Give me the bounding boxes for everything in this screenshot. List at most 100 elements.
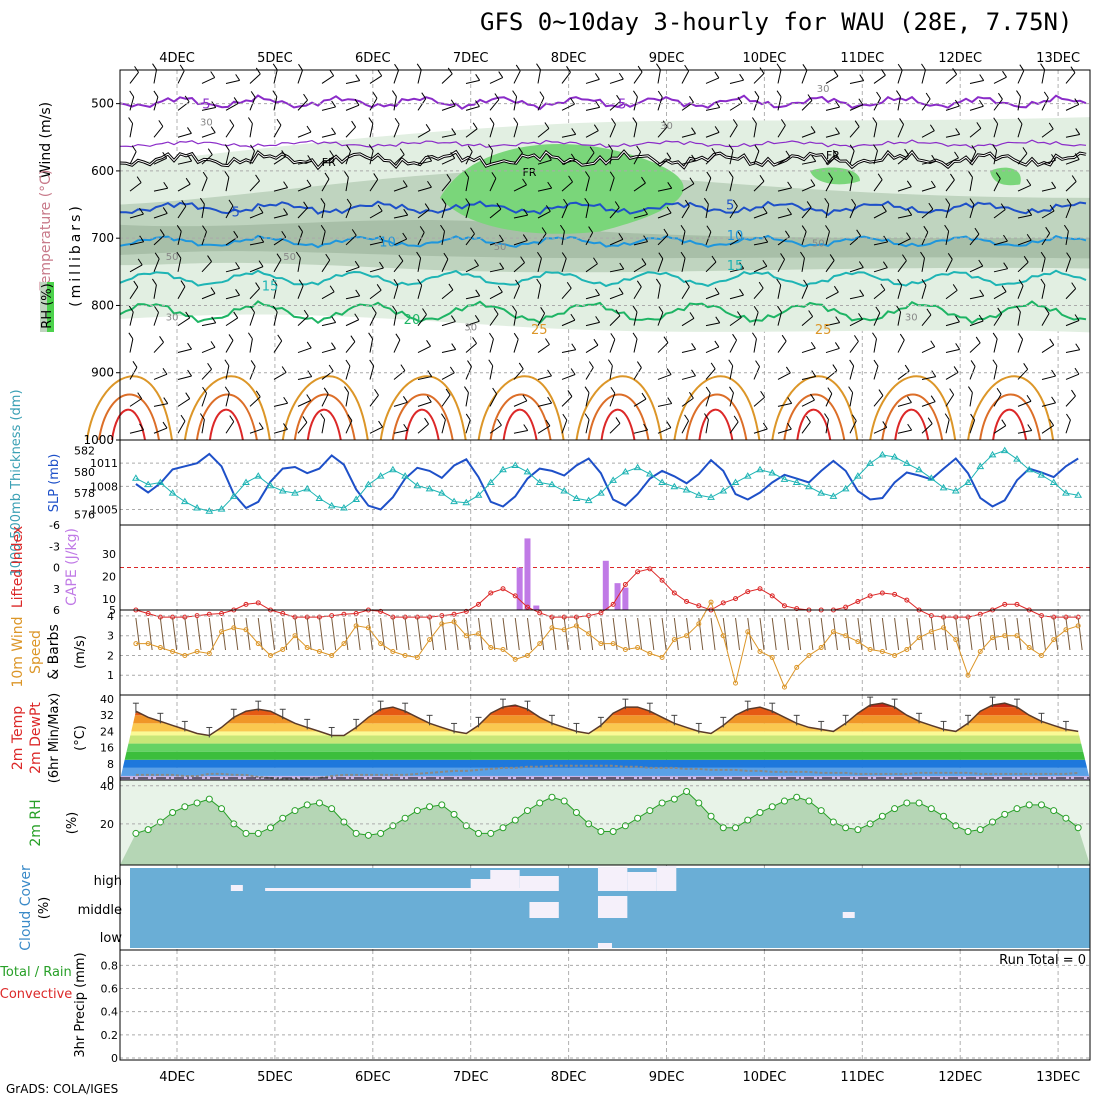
wind-barb-flag — [523, 208, 529, 216]
wind-barb — [345, 392, 349, 407]
wind-barb-flag — [235, 262, 240, 269]
wind-barb-flag — [974, 227, 980, 235]
rh-point — [940, 812, 948, 820]
wind-barb — [1065, 320, 1080, 327]
wind-barb-flag — [897, 278, 903, 286]
wind-barb — [777, 156, 791, 165]
wind-barb — [369, 123, 374, 138]
thickness-point — [597, 489, 605, 496]
surface-wind-barb — [1065, 617, 1071, 651]
wind-barb — [393, 238, 407, 246]
rh-point — [695, 799, 703, 807]
thickness-tick-label: 582 — [74, 445, 95, 458]
axis-label-barbs: & Barbs — [46, 624, 62, 680]
wind-barb-flag — [949, 388, 955, 395]
contour-label: 15 — [262, 279, 279, 294]
wind-barb — [897, 402, 912, 407]
wind-speed-point — [500, 647, 506, 653]
wind-speed-point — [341, 641, 347, 647]
wind-barb-flag — [570, 313, 576, 321]
wind-barb — [897, 154, 909, 165]
wind-barb-flag — [426, 395, 432, 403]
wind-barb — [513, 70, 521, 84]
wind-barb — [585, 152, 595, 165]
rh-band-70 — [120, 219, 1090, 259]
rh-point — [1037, 801, 1045, 809]
wind-barb — [849, 420, 857, 434]
wind-barb — [489, 268, 504, 273]
wind-speed-point — [720, 633, 726, 639]
thickness-point — [511, 461, 520, 468]
wind-barb — [849, 104, 864, 111]
wind-speed-point — [463, 633, 469, 639]
wind-barb — [1017, 430, 1032, 434]
thickness-point — [229, 492, 238, 499]
wind-barb-flag — [588, 226, 594, 233]
rh-point — [536, 799, 544, 807]
wind-barb-flag — [392, 305, 397, 313]
wind-barb — [609, 238, 624, 246]
rh-point — [364, 831, 372, 839]
wind-barb — [465, 342, 477, 353]
wind-barb-flag — [930, 180, 936, 188]
wind-barb — [273, 340, 283, 353]
wind-barb — [441, 157, 455, 165]
thickness-point — [168, 489, 177, 496]
wind-barb — [201, 322, 216, 327]
wind-barb — [633, 71, 643, 84]
cloud-high-block — [656, 866, 677, 891]
wind-barb — [297, 347, 312, 354]
wind-barb-flag — [608, 144, 613, 151]
wind-barb-flag — [684, 199, 690, 207]
wind-barb — [1041, 128, 1054, 138]
wind-barb-flag — [320, 198, 326, 205]
wind-barb-flag — [1003, 234, 1008, 242]
wind-barb-flag — [715, 316, 721, 324]
cloud-level-label: high — [94, 874, 122, 889]
wind-barb-flag — [546, 153, 552, 161]
wind-barb — [681, 133, 696, 138]
thickness-point — [548, 480, 556, 488]
wind-barb — [609, 365, 613, 380]
isotherm-35 — [404, 408, 440, 441]
temp-tick-label: 8 — [107, 758, 114, 771]
wind-barb — [969, 204, 975, 219]
wind-barb-flag — [416, 63, 422, 71]
contour-label: 30 — [817, 84, 830, 95]
wind-barb-flag — [618, 287, 624, 295]
wind-barb — [1041, 187, 1056, 192]
wind-barb-flag — [137, 258, 143, 266]
rh-point — [780, 797, 788, 805]
wind-barb-flag — [691, 343, 697, 350]
wind-barb-flag — [732, 199, 738, 207]
wind-barb — [681, 397, 694, 407]
wind-barb — [873, 150, 878, 165]
wind-speed-point — [292, 633, 298, 639]
wind-barb-flag — [776, 278, 782, 286]
wind-barb — [681, 317, 695, 327]
wind-barb-flag — [228, 199, 234, 207]
isotherm-35 — [600, 408, 636, 441]
wind-barb-flag — [655, 278, 661, 286]
wind-barb-flag — [229, 415, 235, 422]
wind-barb — [897, 311, 902, 326]
wind-barb-flag — [680, 251, 686, 259]
thickness-point — [988, 450, 997, 458]
wind-barb-flag — [128, 305, 134, 313]
wind-barb-flag — [979, 289, 985, 297]
wind-barb-flag — [475, 100, 480, 107]
wind-barb — [585, 263, 598, 273]
wind-barb — [993, 98, 1003, 111]
isotherm-30 — [783, 393, 846, 441]
wind-barb-flag — [395, 333, 401, 341]
temp-band — [120, 723, 1090, 732]
wind-barb — [873, 211, 887, 219]
wind-barb-flag — [1075, 343, 1081, 351]
rh-point — [132, 829, 140, 837]
wind-barb — [897, 429, 912, 434]
wind-barb-flag — [907, 423, 913, 431]
wind-barb-flag — [703, 197, 709, 205]
surface-wind-barb — [429, 617, 435, 651]
wind-barb — [633, 123, 638, 138]
date-label-bottom: 11DEC — [840, 1070, 884, 1085]
